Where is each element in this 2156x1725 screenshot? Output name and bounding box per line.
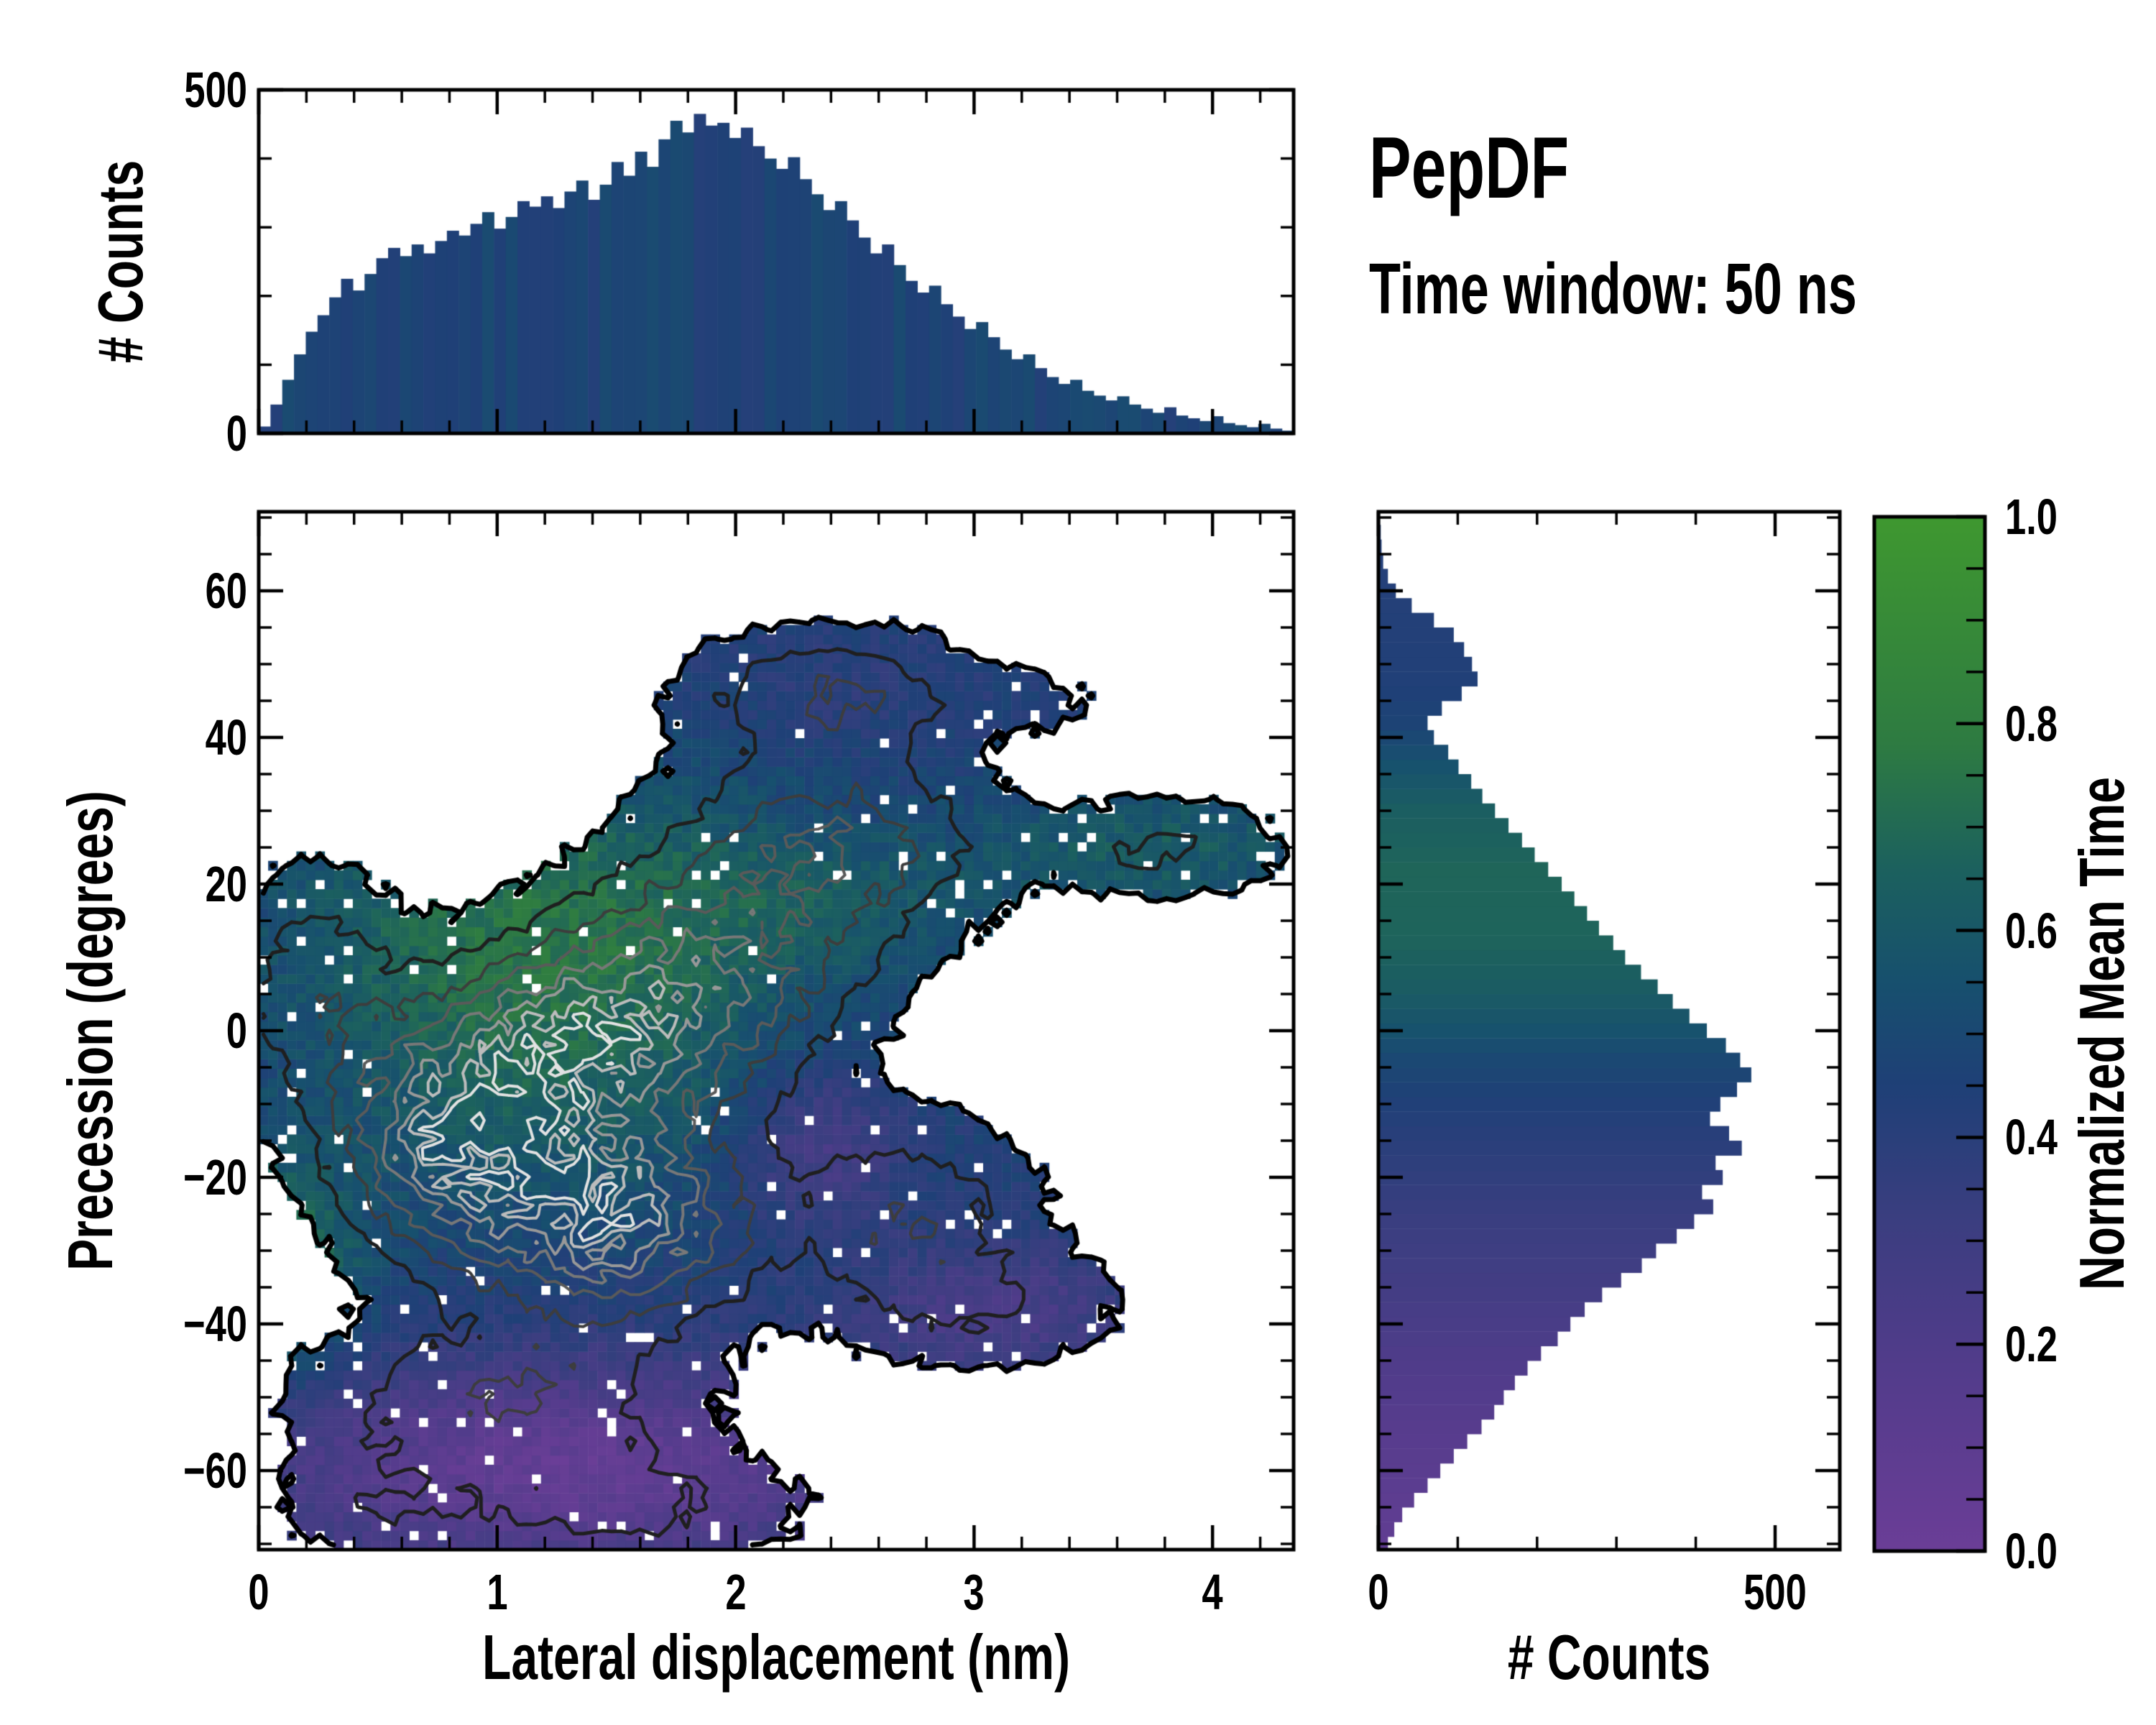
colorbar-label: Normalized Mean Time — [2066, 777, 2137, 1290]
top-hist-ytick-0: 0 — [226, 405, 247, 461]
colorbar-tick-0.4: 0.4 — [2005, 1109, 2058, 1165]
main-xtick-2: 2 — [725, 1564, 747, 1620]
figure-title: PepDF — [1369, 119, 1570, 216]
main-ytick-0: 0 — [226, 1003, 247, 1059]
main-xtick-1: 1 — [487, 1564, 508, 1620]
right-hist-xtick-0: 0 — [1368, 1564, 1389, 1620]
colorbar-tick-1.0: 1.0 — [2005, 489, 2058, 545]
main-xtick-4: 4 — [1202, 1564, 1223, 1620]
right-hist-xtick-500: 500 — [1743, 1564, 1807, 1620]
main-ytick-40: 40 — [205, 709, 247, 765]
colorbar-tick-0.6: 0.6 — [2005, 903, 2058, 959]
colorbar-tick-0.8: 0.8 — [2005, 696, 2058, 752]
main-ytick-neg60: −60 — [183, 1443, 247, 1499]
main-xtick-0: 0 — [248, 1564, 270, 1620]
top-hist-ylabel: # Counts — [85, 160, 156, 364]
figure-subtitle: Time window: 50 ns — [1369, 249, 1857, 329]
main-ytick-neg40: −40 — [183, 1296, 247, 1352]
colorbar-tick-0.0: 0.0 — [2005, 1523, 2058, 1579]
main-xlabel: Lateral displacement (nm) — [482, 1622, 1070, 1693]
main-ytick-60: 60 — [205, 563, 247, 619]
main-ytick-20: 20 — [205, 856, 247, 912]
main-ytick-neg20: −20 — [183, 1149, 247, 1205]
main-xtick-3: 3 — [963, 1564, 985, 1620]
top-hist-ytick-500: 500 — [184, 62, 247, 118]
colorbar-tick-0.2: 0.2 — [2005, 1316, 2058, 1372]
right-hist-xlabel: # Counts — [1507, 1622, 1711, 1693]
